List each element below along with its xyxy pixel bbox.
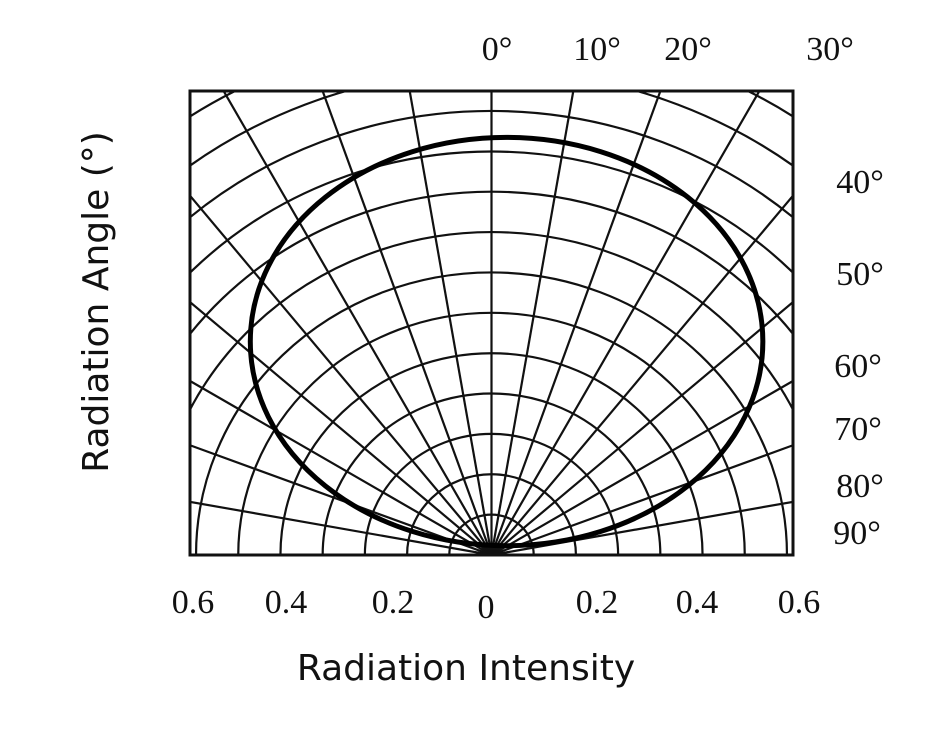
grid-spoke — [321, 91, 493, 555]
polar-grid — [190, 91, 793, 555]
intensity-tick-label: 0.2 — [576, 584, 619, 621]
radiation-pattern-curve — [247, 134, 766, 549]
grid-spoke — [190, 193, 493, 555]
grid-spoke — [190, 300, 493, 555]
intensity-tick-label: 0.2 — [372, 584, 415, 621]
angle-tick-label: 40° — [836, 164, 884, 201]
angle-tick-label: 20° — [664, 31, 712, 68]
angle-tick-label: 50° — [836, 256, 884, 293]
intensity-tick-label: 0.4 — [265, 584, 308, 621]
intensity-tick-label: 0.4 — [676, 584, 719, 621]
pattern-curve-layer — [247, 134, 766, 549]
y-axis-title: Radiation Angle (°) — [76, 131, 117, 473]
grid-spoke — [490, 379, 793, 555]
grid-spoke — [490, 193, 793, 555]
angle-tick-label: 90° — [833, 515, 881, 552]
grid-spoke — [490, 300, 793, 555]
intensity-tick-label: 0.6 — [778, 584, 821, 621]
angle-tick-label: 0° — [482, 31, 513, 68]
grid-spoke — [190, 379, 493, 555]
grid-spoke — [490, 91, 575, 555]
intensity-tick-label: 0 — [478, 589, 495, 626]
intensity-tick-label: 0.6 — [172, 584, 215, 621]
grid-spoke — [490, 91, 761, 555]
angle-tick-label: 30° — [806, 31, 854, 68]
grid-spoke — [222, 91, 493, 555]
angle-tick-label: 70° — [834, 411, 882, 448]
plot-frame — [188, 89, 795, 557]
angle-tick-label: 10° — [573, 31, 621, 68]
x-axis-title: Radiation Intensity — [297, 648, 635, 689]
grid-spoke — [490, 91, 662, 555]
grid-spoke — [408, 91, 493, 555]
angle-tick-label: 80° — [836, 468, 884, 505]
angle-tick-label: 60° — [834, 348, 882, 385]
